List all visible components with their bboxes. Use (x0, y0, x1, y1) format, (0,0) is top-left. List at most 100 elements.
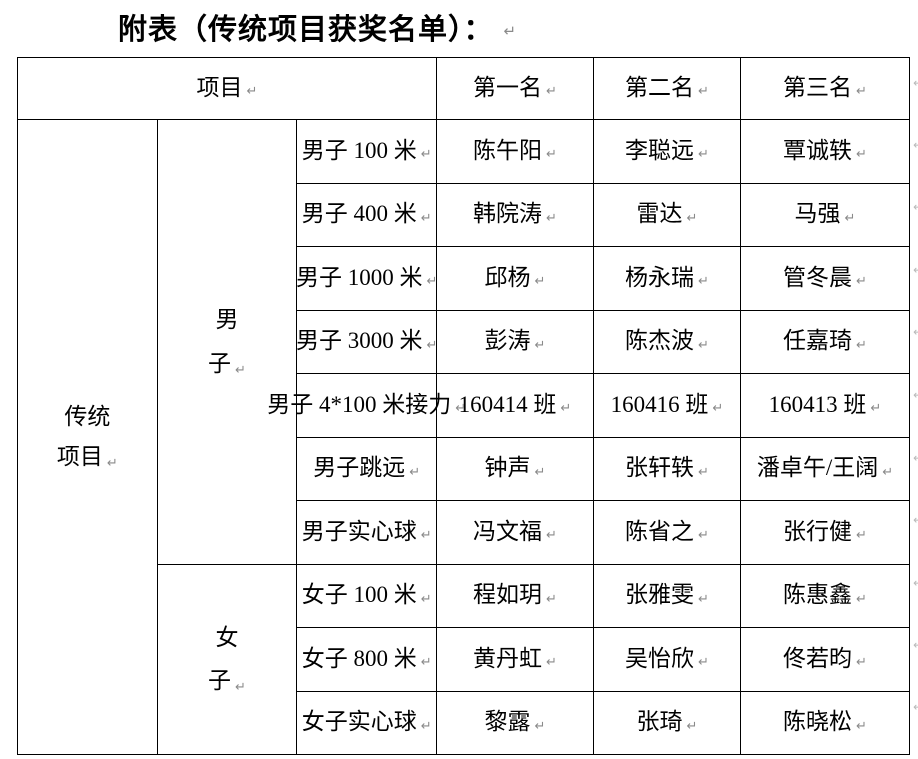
second-place-cell: 吴怡欣 ↵ (593, 627, 741, 692)
paragraph-mark-icon: ↵ (534, 336, 546, 352)
third-place-label: 陈惠鑫 (783, 582, 853, 608)
paragraph-mark-icon: ↵ (882, 463, 894, 479)
paragraph-mark-icon: ↵ (698, 463, 709, 479)
first-place-label: 程如玥 (473, 582, 543, 608)
paragraph-mark-icon: ↵ (560, 400, 572, 416)
paragraph-mark-icon: ↵ (856, 83, 867, 99)
second-place-label: 吴怡欣 (625, 645, 695, 671)
second-place-label: 杨永瑞 (625, 264, 695, 290)
paragraph-mark-icon: ↵ (546, 590, 557, 606)
first-place-cell: 冯文福 ↵ (436, 500, 594, 565)
paragraph-mark-icon: ↵ (546, 654, 557, 670)
third-place-cell: 潘卓午/王阔 ↵ (740, 436, 910, 501)
first-place-label: 邱杨 (484, 264, 531, 290)
table-row: 男子跳远 ↵ 钟声 ↵ 张轩轶 ↵ (18, 436, 910, 501)
second-place-label: 张雅雯 (625, 582, 695, 608)
table-row: 传统 项目 ↵ 男 子 (17, 119, 910, 755)
event-name-label: 女子实心球 (301, 709, 417, 735)
margin-paragraph-mark-icon: ↵ (913, 700, 918, 714)
event-name-cell: 女子 800 米 ↵ (296, 627, 437, 692)
event-name-label: 男子 4*100 米接力 (267, 391, 452, 417)
paragraph-mark-icon: ↵ (856, 527, 867, 543)
event-name-label: 女子 800 米 (301, 645, 417, 671)
margin-paragraph-mark-icon: ↵ (913, 138, 918, 152)
gender-cell-male-line-2: 子 ↵ (208, 342, 246, 386)
second-place-cell: 李聪远 ↵ (593, 119, 741, 184)
paragraph-mark-icon: ↵ (235, 361, 246, 377)
paragraph-mark-icon: ↵ (698, 527, 709, 543)
event-name-cell: 男子 400 米 ↵ (296, 182, 437, 247)
table-row: 男子 400 米 ↵ 韩院涛 ↵ 雷达 ↵ (18, 182, 910, 247)
event-name-cell: 男子跳远 ↵ (296, 436, 437, 501)
paragraph-mark-icon: ↵ (698, 590, 709, 606)
third-place-label: 陈晓松 (783, 709, 853, 735)
paragraph-mark-icon: ↵ (856, 273, 867, 289)
table-row: 男子 1000 米 ↵ 邱杨 ↵ 杨永瑞 ↵ (18, 246, 910, 311)
table-row: 男子实心球 ↵ 冯文福 ↵ 陈省之 ↵ (18, 500, 910, 565)
second-place-label: 张轩轶 (625, 455, 695, 481)
paragraph-mark-icon: ↵ (698, 146, 709, 162)
column-header-first-place: 第一名 ↵ (436, 57, 594, 120)
third-place-label: 张行健 (783, 518, 853, 544)
table-row: 女子实心球 ↵ 黎露 ↵ 张琦 ↵ (18, 690, 910, 755)
first-place-label: 彭涛 (484, 328, 531, 354)
third-place-label: 覃诚轶 (783, 137, 853, 163)
paragraph-mark-icon: ↵ (856, 146, 867, 162)
table-row: 女 子 ↵ 女子 100 米 ↵ (18, 563, 910, 755)
column-header-third-place-label: 第三名 (783, 75, 853, 101)
event-name-cell: 男子 100 米 ↵ (296, 119, 437, 184)
event-name-label: 女子 100 米 (301, 582, 417, 608)
event-name-label: 男子 1000 米 (295, 264, 423, 290)
column-header-second-place-label: 第二名 (625, 75, 695, 101)
third-place-label: 潘卓午/王阔 (756, 455, 879, 481)
table-row: 男子 4*100 米接力 ↵ 160414 班 ↵ 160416 班 ↵ (18, 373, 910, 438)
second-place-cell: 雷达 ↵ (593, 182, 741, 247)
third-place-cell: 管冬晨 ↵ (740, 246, 910, 311)
paragraph-mark-icon: ↵ (698, 83, 709, 99)
paragraph-mark-icon: ↵ (546, 527, 557, 543)
event-name-label: 男子 100 米 (301, 137, 417, 163)
second-place-cell: 杨永瑞 ↵ (593, 246, 741, 311)
column-header-event: 项目 ↵ (17, 57, 437, 120)
margin-paragraph-mark-icon: ↵ (913, 263, 918, 277)
third-place-cell: 覃诚轶 ↵ (740, 119, 910, 184)
paragraph-mark-icon: ↵ (686, 209, 698, 225)
paragraph-mark-icon: ↵ (698, 654, 709, 670)
paragraph-mark-icon: ↵ (856, 590, 867, 606)
third-place-cell: 任嘉琦 ↵ (740, 309, 910, 374)
paragraph-mark-icon: ↵ (856, 717, 867, 733)
second-place-cell: 陈杰波 ↵ (593, 309, 741, 374)
first-place-cell: 韩院涛 ↵ (436, 182, 594, 247)
paragraph-mark-icon: ↵ (844, 209, 856, 225)
third-place-label: 马强 (794, 201, 841, 227)
column-header-event-label: 项目 (196, 75, 243, 101)
event-name-cell: 男子 3000 米 ↵ (295, 309, 438, 374)
paragraph-mark-icon: ↵ (420, 717, 432, 733)
third-place-label: 管冬晨 (783, 264, 853, 290)
paragraph-mark-icon: ↵ (856, 336, 867, 352)
second-place-label: 雷达 (636, 201, 683, 227)
first-place-label: 冯文福 (473, 518, 543, 544)
third-place-cell: 陈惠鑫 ↵ (740, 563, 910, 628)
page-title-text: 附表（传统项目获奖名单）： (118, 14, 494, 46)
event-name-label: 男子 3000 米 (295, 328, 423, 354)
column-header-third-place: 第三名 ↵ (740, 57, 910, 120)
first-place-cell: 黄丹虹 ↵ (436, 627, 594, 692)
margin-paragraph-mark-icon: ↵ (913, 325, 918, 339)
paragraph-mark-icon: ↵ (420, 209, 432, 225)
paragraph-mark-icon: ↵ (426, 336, 438, 352)
event-name-cell: 男子 4*100 米接力 ↵ (267, 373, 466, 438)
margin-paragraph-mark-icon: ↵ (913, 388, 918, 402)
first-place-cell: 程如玥 ↵ (436, 563, 594, 628)
paragraph-mark-icon: ↵ (420, 527, 432, 543)
first-place-label: 黄丹虹 (473, 645, 543, 671)
event-name-label: 男子实心球 (301, 518, 417, 544)
paragraph-mark-icon: ↵ (546, 83, 557, 99)
second-place-label: 张琦 (636, 709, 683, 735)
category-cell-traditional-events: 传统 项目 ↵ (17, 119, 158, 755)
paragraph-mark-icon: ↵ (420, 654, 432, 670)
first-place-label: 陈午阳 (473, 137, 543, 163)
category-cell-line-1: 传统 (64, 403, 111, 429)
gender-cell-male: 男 子 ↵ (156, 119, 298, 565)
